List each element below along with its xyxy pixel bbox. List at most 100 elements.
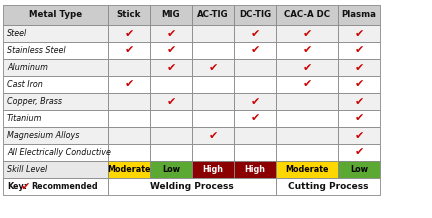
Bar	[192, 76, 234, 93]
Text: Cutting Process: Cutting Process	[288, 182, 368, 191]
Bar	[108, 110, 150, 127]
Bar	[3, 110, 108, 127]
Bar	[338, 161, 380, 178]
Bar	[150, 76, 192, 93]
Bar	[276, 5, 338, 25]
Text: Low: Low	[162, 165, 180, 174]
Bar	[108, 5, 150, 25]
Text: ✔: ✔	[354, 131, 364, 140]
Text: ✔: ✔	[354, 114, 364, 124]
Text: ✔: ✔	[250, 114, 260, 124]
Bar	[3, 93, 108, 110]
Bar	[234, 42, 276, 59]
Bar	[338, 110, 380, 127]
Bar	[338, 42, 380, 59]
Text: ✔: ✔	[124, 46, 133, 56]
Text: ✔: ✔	[354, 46, 364, 56]
Text: Plasma: Plasma	[342, 10, 376, 19]
Text: ✔: ✔	[124, 80, 133, 90]
Bar	[3, 42, 108, 59]
Bar	[234, 127, 276, 144]
Bar	[108, 59, 150, 76]
Bar	[192, 42, 234, 59]
Text: ✔: ✔	[302, 29, 311, 39]
Bar	[276, 59, 338, 76]
Text: Stick: Stick	[117, 10, 141, 19]
Bar	[108, 144, 150, 161]
Bar	[3, 25, 108, 42]
Bar	[338, 25, 380, 42]
Text: Welding Process: Welding Process	[150, 182, 234, 191]
Text: CAC-A DC: CAC-A DC	[284, 10, 330, 19]
Bar	[276, 161, 338, 178]
Text: ✔: ✔	[354, 148, 364, 157]
Bar	[3, 76, 108, 93]
Bar	[150, 110, 192, 127]
Text: ✔: ✔	[302, 80, 311, 90]
Text: High: High	[245, 165, 266, 174]
Text: Skill Level: Skill Level	[7, 165, 47, 174]
Bar	[234, 59, 276, 76]
Text: Metal Type: Metal Type	[29, 10, 82, 19]
Bar	[234, 93, 276, 110]
Text: Key:: Key:	[7, 182, 27, 191]
Text: ✔: ✔	[302, 46, 311, 56]
Text: Cast Iron: Cast Iron	[7, 80, 43, 89]
Text: Magnesium Alloys: Magnesium Alloys	[7, 131, 79, 140]
Text: Stainless Steel: Stainless Steel	[7, 46, 66, 55]
Bar	[276, 76, 338, 93]
Bar	[234, 110, 276, 127]
Bar	[192, 59, 234, 76]
Bar	[108, 25, 150, 42]
Text: High: High	[203, 165, 223, 174]
Bar	[276, 178, 380, 195]
Bar	[338, 144, 380, 161]
Bar	[234, 144, 276, 161]
Bar	[108, 178, 276, 195]
Bar	[150, 161, 192, 178]
Bar	[276, 42, 338, 59]
Text: ✔: ✔	[354, 97, 364, 107]
Bar	[338, 93, 380, 110]
Text: ✔: ✔	[250, 29, 260, 39]
Bar	[276, 144, 338, 161]
Bar	[192, 5, 234, 25]
Bar	[338, 59, 380, 76]
Text: AC-TIG: AC-TIG	[197, 10, 229, 19]
Text: All Electrically Conductive: All Electrically Conductive	[7, 148, 111, 157]
Text: ✔: ✔	[166, 29, 176, 39]
Bar	[192, 93, 234, 110]
Text: ✔: ✔	[20, 182, 30, 191]
Bar	[276, 127, 338, 144]
Text: Steel: Steel	[7, 29, 27, 38]
Text: Aluminum: Aluminum	[7, 63, 48, 72]
Text: Copper, Brass: Copper, Brass	[7, 97, 62, 106]
Bar	[234, 5, 276, 25]
Bar	[338, 127, 380, 144]
Bar	[234, 76, 276, 93]
Text: Titanium: Titanium	[7, 114, 42, 123]
Bar	[108, 42, 150, 59]
Bar	[3, 59, 108, 76]
Text: Moderate: Moderate	[285, 165, 329, 174]
Bar	[150, 93, 192, 110]
Bar	[3, 161, 108, 178]
Text: DC-TIG: DC-TIG	[239, 10, 271, 19]
Text: MIG: MIG	[162, 10, 180, 19]
Bar	[108, 76, 150, 93]
Text: ✔: ✔	[250, 46, 260, 56]
Text: ✔: ✔	[208, 63, 218, 73]
Bar	[150, 25, 192, 42]
Text: ✔: ✔	[124, 29, 133, 39]
Bar	[234, 161, 276, 178]
Bar	[108, 93, 150, 110]
Text: ✔: ✔	[354, 29, 364, 39]
Text: ✔: ✔	[302, 63, 311, 73]
Text: ✔: ✔	[208, 131, 218, 140]
Bar	[338, 5, 380, 25]
Text: ✔: ✔	[166, 97, 176, 107]
Bar	[150, 144, 192, 161]
Bar	[150, 5, 192, 25]
Bar	[150, 127, 192, 144]
Text: ✔: ✔	[166, 46, 176, 56]
